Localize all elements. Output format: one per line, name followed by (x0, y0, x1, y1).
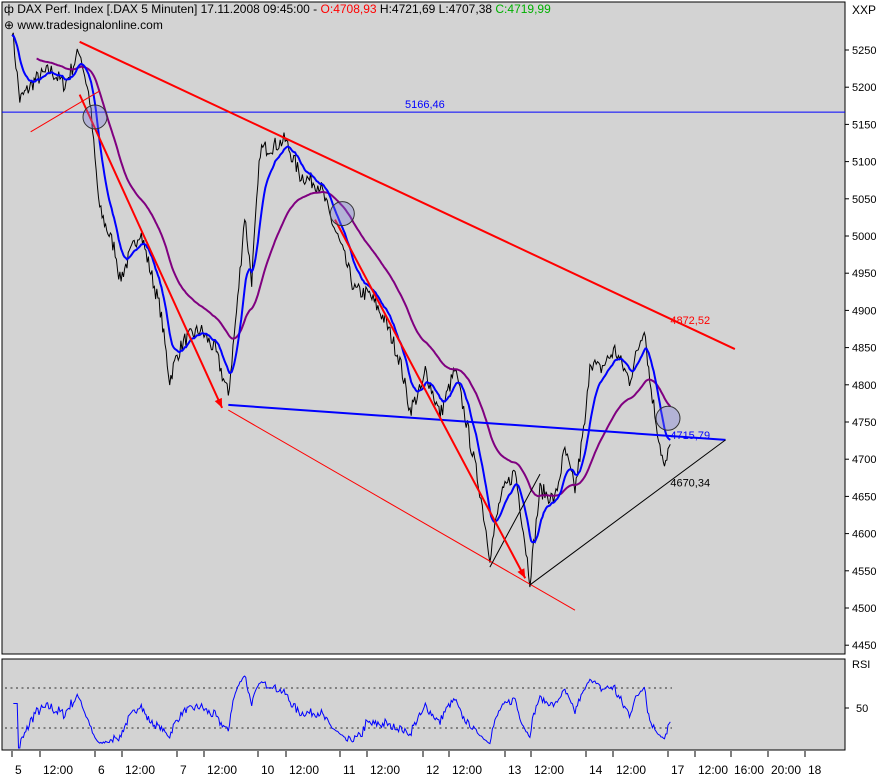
y-tick-label: 5100 (852, 157, 876, 169)
trend-line (79, 40, 736, 350)
watermark-text: www.tradesignalonline.com (17, 18, 163, 32)
x-tick-label: 12:00 (616, 763, 646, 777)
x-tick-label: 10 (261, 763, 275, 777)
symbol-label: XXP (852, 3, 877, 17)
y-tick-label: 4700 (852, 454, 876, 466)
x-tick-label: 5 (15, 763, 22, 777)
x-tick-label: 12 (426, 763, 440, 777)
x-tick-label: 14 (589, 763, 603, 777)
x-tick-label: 12:00 (207, 763, 237, 777)
x-tick-label: 13 (508, 763, 522, 777)
x-tick-label: 20:00 (771, 763, 801, 777)
y-tick-label: 5050 (852, 194, 876, 206)
slow-moving-average (36, 57, 672, 498)
symbol-icon: ф (4, 2, 14, 16)
watermark: ⊕ www.tradesignalonline.com (4, 18, 163, 32)
x-tick-label: 11 (343, 763, 356, 777)
y-tick-label: 4550 (852, 566, 876, 578)
x-tick-label: 12:00 (452, 763, 482, 777)
rsi-tick-label: 50 (856, 703, 868, 715)
fast-moving-average (11, 34, 671, 544)
rsi-panel (1, 658, 846, 751)
highlight-circle (655, 405, 681, 431)
y-tick-label: 4800 (852, 380, 876, 392)
price-annotation: 4670,34 (670, 478, 710, 490)
hline-label: 5166,46 (405, 99, 445, 111)
trend-line (529, 439, 726, 586)
y-tick-label: 4650 (852, 491, 876, 503)
arrow-head (214, 397, 223, 408)
price-annotation: 4872,52 (670, 315, 710, 327)
globe-icon: ⊕ (4, 18, 15, 32)
x-tick-label: 12:00 (534, 763, 564, 777)
highlight-circle (82, 104, 108, 130)
high-value: H:4721,69 (379, 2, 436, 16)
trend-line (30, 90, 100, 133)
rsi-label: RSI (852, 659, 870, 671)
y-tick-label: 4500 (852, 603, 876, 615)
x-tick-label: 7 (180, 763, 187, 777)
y-tick-label: 4900 (852, 305, 876, 317)
rsi-series (13, 675, 671, 749)
x-tick-label: 12:00 (125, 763, 155, 777)
x-tick-label: 12:00 (698, 763, 728, 777)
highlight-circle (329, 201, 355, 227)
x-tick-label: 16:00 (734, 763, 764, 777)
x-tick-label: 18 (808, 763, 822, 777)
y-tick-label: 4850 (852, 343, 876, 355)
y-tick-label: 5250 (852, 45, 876, 57)
chart-header: ф DAX Perf. Index [.DAX 5 Minuten] 17.11… (4, 2, 551, 16)
price-series (11, 32, 671, 588)
y-tick-label: 4450 (852, 640, 876, 652)
low-value: L:4707,38 (438, 2, 493, 16)
header-title: DAX Perf. Index [.DAX 5 Minuten] 17.11.2… (17, 2, 318, 16)
y-tick-label: 4950 (852, 268, 876, 280)
arrow-head (517, 568, 526, 579)
y-tick-label: 5200 (852, 82, 876, 94)
trend-arrow (334, 219, 527, 579)
trend-line (489, 473, 541, 568)
x-tick-label: 12:00 (370, 763, 400, 777)
price-annotation: 4715,79 (670, 430, 710, 442)
x-tick-label: 12:00 (289, 763, 319, 777)
trend-arrow (78, 94, 224, 409)
trend-line (228, 409, 576, 611)
y-tick-label: 5150 (852, 119, 876, 131)
y-tick-label: 4750 (852, 417, 876, 429)
price-panel (1, 1, 846, 655)
close-value: C:4719,99 (495, 2, 551, 16)
trend-line (228, 403, 726, 441)
x-tick-label: 6 (98, 763, 105, 777)
y-tick-label: 5000 (852, 231, 876, 243)
y-tick-label: 4600 (852, 529, 876, 541)
open-value: O:4708,93 (320, 2, 377, 16)
x-tick-label: 12:00 (43, 763, 73, 777)
x-tick-label: 17 (671, 763, 685, 777)
